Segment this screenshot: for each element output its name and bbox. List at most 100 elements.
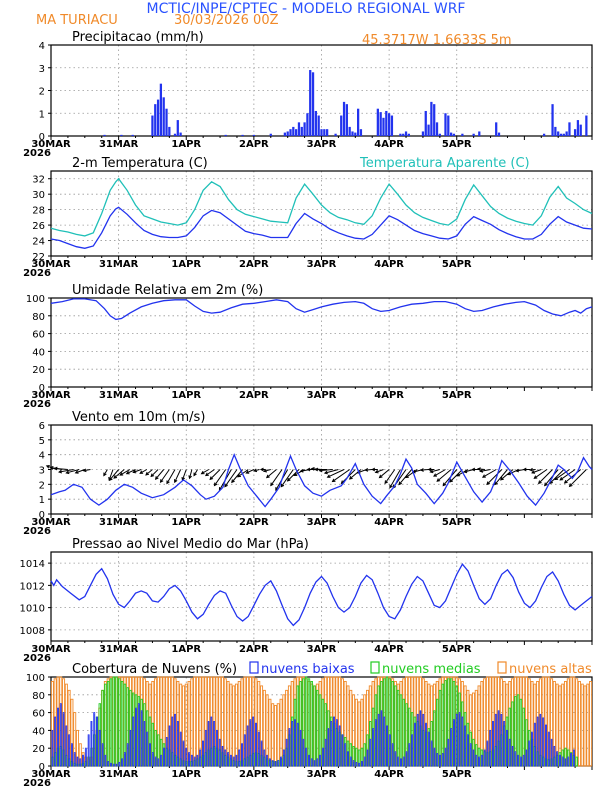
pres-year-label: 2026 — [23, 653, 51, 664]
rh-ytick-label: 40 — [32, 347, 45, 358]
precip-bar — [425, 111, 427, 136]
clouds-bar-low — [387, 726, 388, 766]
clouds-bar-low — [303, 739, 304, 766]
wind-xtick-label: 2APR — [239, 517, 269, 528]
clouds-bar-low — [353, 761, 354, 766]
clouds-bar-low — [529, 741, 530, 766]
clouds-bar-low — [490, 730, 491, 766]
clouds-bar-mid — [576, 757, 578, 766]
clouds-bar-high — [196, 677, 198, 766]
temp-xtick-label: 2APR — [239, 259, 269, 270]
precip-bar — [388, 113, 390, 136]
wind-xtick-label: 31MAR — [99, 517, 139, 528]
clouds-bar-low — [264, 750, 265, 766]
clouds-bar-low — [127, 744, 128, 766]
precip-bar — [427, 125, 429, 136]
clouds-bar-low — [250, 720, 251, 766]
clouds-bar-low — [222, 746, 223, 766]
clouds-bar-low — [537, 717, 538, 766]
clouds-xtick-label: 2APR — [239, 769, 269, 780]
temp-title: 2-m Temperatura (C) — [72, 156, 208, 171]
clouds-bar-low — [60, 704, 61, 766]
clouds-bar-low — [180, 732, 181, 766]
precip-bar — [163, 97, 165, 136]
pres-title: Pressao ao Nivel Medio do Mar (hPa) — [72, 537, 309, 552]
precip-bar — [450, 133, 452, 136]
precip-bar — [120, 135, 122, 136]
clouds-bar-low — [481, 755, 482, 766]
precip-bar — [430, 102, 432, 136]
pres-xtick-label: 1APR — [171, 644, 201, 655]
rh-year-label: 2026 — [23, 399, 51, 410]
clouds-bar-low — [557, 752, 558, 766]
precip-bar — [318, 116, 320, 136]
rh-xtick-label: 31MAR — [99, 390, 139, 401]
clouds-bar-low — [286, 739, 287, 766]
clouds-bar-low — [459, 713, 460, 766]
precip-bar — [287, 131, 289, 136]
clouds-bar-mid — [400, 695, 402, 766]
clouds-bar-low — [512, 746, 513, 766]
precip-bar — [357, 109, 359, 136]
precip-bar — [495, 122, 497, 136]
rh-ytick-label: 20 — [32, 365, 45, 376]
precip-bar — [408, 134, 410, 136]
precip-bar — [306, 113, 308, 136]
clouds-bar-low — [297, 723, 298, 766]
precip-bar — [447, 116, 449, 136]
clouds-bar-low — [375, 720, 376, 766]
clouds-bar-low — [219, 739, 220, 766]
clouds-bar-mid — [314, 686, 316, 766]
temp-line-blue — [51, 207, 592, 248]
temp-xtick-label: 4APR — [374, 259, 404, 270]
pres-ytick-label: 1008 — [20, 626, 45, 637]
clouds-xtick-label: 31MAR — [99, 769, 139, 780]
temp-xtick-label: 3APR — [307, 259, 337, 270]
precip-bar — [315, 111, 317, 136]
clouds-ytick-label: 100 — [26, 673, 45, 684]
clouds-bar-low — [336, 720, 337, 766]
clouds-bar-high — [233, 686, 235, 766]
temp-year-label: 2026 — [23, 268, 51, 279]
precip-bar — [323, 129, 325, 136]
wind-ytick-label: 4 — [39, 451, 45, 462]
wind-xtick-label: 1APR — [171, 517, 201, 528]
rh-ytick-label: 60 — [32, 330, 45, 341]
rh-xtick-label: 1APR — [171, 390, 201, 401]
precip-bar — [132, 135, 134, 136]
clouds-bar-low — [275, 762, 276, 766]
clouds-bar-low — [172, 717, 173, 766]
clouds-bar-mid — [105, 684, 107, 766]
clouds-bar-low — [283, 750, 284, 766]
precip-bar — [405, 131, 407, 136]
clouds-bar-mid — [107, 681, 109, 766]
clouds-bar-mid — [119, 679, 121, 766]
clouds-bar-low — [501, 714, 502, 766]
clouds-bar-low — [571, 754, 572, 766]
precip-bar — [377, 109, 379, 136]
precip-bar — [340, 116, 342, 136]
clouds-bar-low — [258, 732, 259, 766]
pres-xtick-label: 4APR — [374, 644, 404, 655]
pres-xtick-label: 5APR — [442, 644, 472, 655]
clouds-bar-low — [267, 755, 268, 766]
clouds-bar-mid — [520, 699, 522, 766]
clouds-bar-high — [235, 684, 237, 766]
clouds-bar-low — [306, 748, 307, 766]
clouds-bar-mid — [308, 679, 310, 766]
clouds-bar-low — [308, 755, 309, 766]
clouds-bar-low — [406, 752, 407, 766]
clouds-bar-low — [239, 750, 240, 766]
clouds-bar-low — [91, 722, 92, 767]
clouds-bar-low — [442, 754, 443, 766]
clouds-bar-low — [428, 732, 429, 766]
clouds-bar-low — [136, 708, 137, 766]
clouds-bar-low — [562, 757, 563, 766]
precip-ytick-label: 4 — [39, 41, 45, 52]
clouds-bar-low — [548, 732, 549, 766]
clouds-bar-low — [155, 757, 156, 766]
